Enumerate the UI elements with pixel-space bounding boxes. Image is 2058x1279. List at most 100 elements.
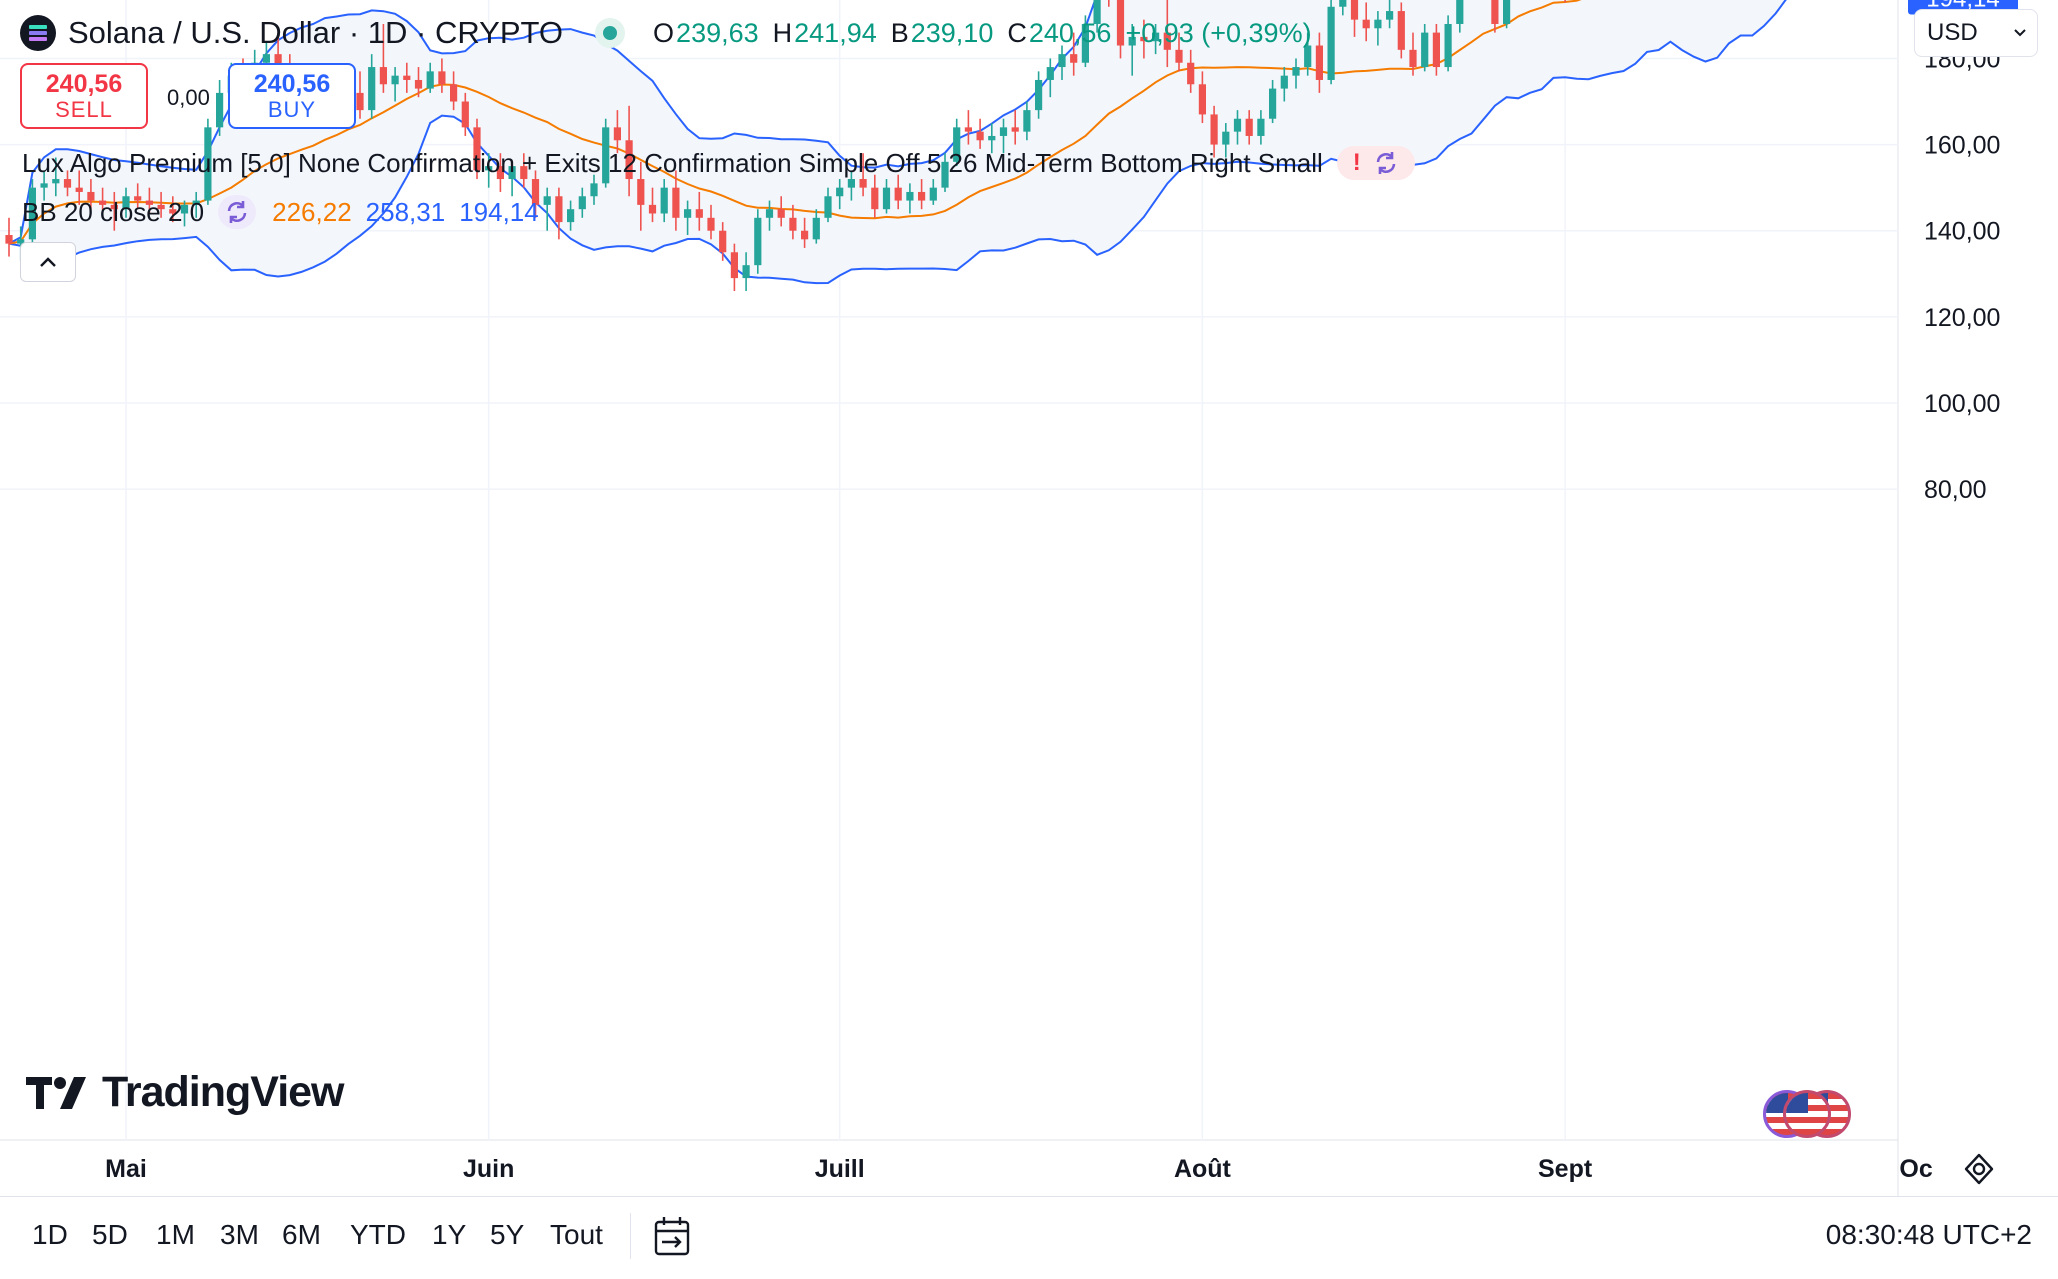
candle: [1046, 58, 1054, 98]
candle-body: [988, 135, 996, 141]
candle: [1339, 0, 1347, 16]
candle-body: [859, 179, 867, 188]
range-button-6m[interactable]: 6M: [282, 1219, 321, 1250]
bb-refresh[interactable]: [218, 195, 257, 229]
candle: [520, 153, 528, 188]
candle-body: [485, 166, 493, 171]
candle: [496, 153, 504, 192]
candle: [1432, 23, 1440, 76]
us-flag-icon[interactable]: [1783, 1090, 1831, 1138]
candle: [1444, 15, 1452, 72]
candle-body: [1175, 49, 1183, 63]
price-axis[interactable]: 80,00100,00120,00140,00160,00180,00200,0…: [1924, 0, 2000, 504]
candle-body: [1409, 49, 1417, 68]
candle-body: [625, 140, 633, 180]
candle-body: [192, 200, 200, 205]
high-value: 241,94: [794, 17, 877, 48]
candle-body: [648, 204, 657, 214]
candle-body: [508, 166, 516, 180]
candle-body: [742, 265, 750, 279]
range-button-1m[interactable]: 1M: [156, 1219, 195, 1250]
candle: [368, 54, 376, 119]
buy-price: 240,56: [253, 70, 331, 99]
candle: [1327, 0, 1335, 85]
candle: [1210, 105, 1218, 158]
y-tick-label: 80,00: [1924, 476, 1987, 504]
candle: [1081, 15, 1089, 68]
change-value: +0,93 (+0,39%): [1125, 17, 1312, 48]
candle-body: [1503, 0, 1511, 24]
collapse-legend-button[interactable]: [20, 242, 76, 282]
range-button-3m[interactable]: 3M: [220, 1219, 259, 1250]
candle-body: [1269, 88, 1277, 119]
sell-button[interactable]: 240,56 SELL: [20, 63, 148, 129]
range-button-5y[interactable]: 5Y: [490, 1219, 525, 1250]
candle-body: [204, 127, 212, 201]
candle-body: [1444, 23, 1452, 68]
event-flags[interactable]: [1763, 1090, 1873, 1140]
candle-body: [1315, 45, 1323, 80]
refresh-icon[interactable]: [1373, 150, 1399, 176]
symbol-title[interactable]: Solana / U.S. Dollar · 1D · CRYPTO: [68, 15, 564, 50]
candle: [473, 118, 481, 180]
candle-body: [730, 252, 738, 279]
candle: [485, 153, 493, 188]
candle: [1140, 19, 1148, 59]
candle: [204, 118, 212, 205]
candle: [1421, 23, 1429, 72]
candle-body: [1421, 32, 1429, 68]
candle-body: [836, 187, 844, 197]
candle-body: [1374, 19, 1382, 29]
bollinger-bands: [8, 0, 1787, 285]
candle: [964, 110, 972, 145]
range-button-5d[interactable]: 5D: [92, 1219, 128, 1250]
candle: [1397, 2, 1405, 59]
tradingview-logo[interactable]: TradingView: [26, 1068, 344, 1117]
time-axis[interactable]: Mai Juin Juill Août Sept Oc: [105, 1155, 1933, 1183]
warning-icon[interactable]: !: [1352, 149, 1361, 176]
candle: [1058, 45, 1066, 80]
candle: [578, 187, 586, 218]
candle: [5, 217, 13, 257]
candle: [999, 118, 1008, 154]
gear-icon[interactable]: [1962, 1152, 1996, 1186]
candle: [356, 71, 364, 119]
range-button-tout[interactable]: Tout: [550, 1219, 603, 1250]
candle: [134, 183, 142, 210]
candle-body: [40, 183, 48, 188]
candle: [859, 153, 867, 197]
currency-value: USD: [1927, 19, 1978, 46]
candle: [531, 170, 540, 218]
refresh-icon[interactable]: [224, 199, 250, 225]
market-status-icon[interactable]: [595, 18, 626, 48]
date-range-icon[interactable]: [652, 1214, 692, 1258]
candle-body: [847, 179, 855, 188]
candle: [1222, 123, 1230, 158]
lux-algo-status[interactable]: !: [1336, 146, 1415, 180]
candle: [414, 67, 423, 98]
candle-body: [684, 209, 692, 218]
bb-upper-value: 258,31: [365, 196, 446, 227]
bollinger-legend[interactable]: BB 20 close 2 0 226,22 258,31 194,14: [22, 195, 539, 229]
candle-body: [1163, 32, 1171, 50]
x-tick-label: Mai: [105, 1155, 147, 1183]
candle-body: [543, 196, 551, 205]
range-button-1d[interactable]: 1D: [32, 1219, 68, 1250]
candle: [40, 170, 48, 201]
range-button-ytd[interactable]: YTD: [350, 1219, 406, 1250]
candle-body: [999, 127, 1008, 136]
x-tick-label: Juill: [815, 1155, 865, 1183]
candle: [1128, 23, 1136, 76]
price-chart[interactable]: 80,00100,00120,00140,00160,00180,00200,0…: [0, 0, 2058, 1196]
buy-button[interactable]: 240,56 BUY: [228, 63, 356, 129]
x-tick-label: Sept: [1538, 1155, 1593, 1183]
range-button-1y[interactable]: 1Y: [432, 1219, 467, 1250]
candle: [953, 118, 961, 167]
ohlc-values: O239,63 H241,94 B239,10 C240,56 +0,93 (+…: [653, 18, 1312, 49]
y-tick-label: 100,00: [1924, 390, 2000, 418]
candle-body: [602, 127, 610, 184]
candle-body: [1046, 67, 1054, 80]
currency-select[interactable]: USD: [1914, 9, 2038, 57]
lux-algo-legend[interactable]: Lux Algo Premium [5.0] None Confirmation…: [22, 146, 1415, 180]
clock-timezone[interactable]: 08:30:48 UTC+2: [1825, 1219, 2032, 1250]
